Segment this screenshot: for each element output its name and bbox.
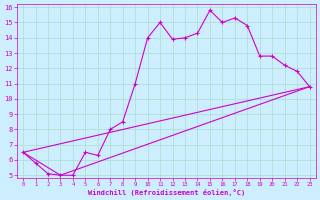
X-axis label: Windchill (Refroidissement éolien,°C): Windchill (Refroidissement éolien,°C)	[88, 189, 245, 196]
